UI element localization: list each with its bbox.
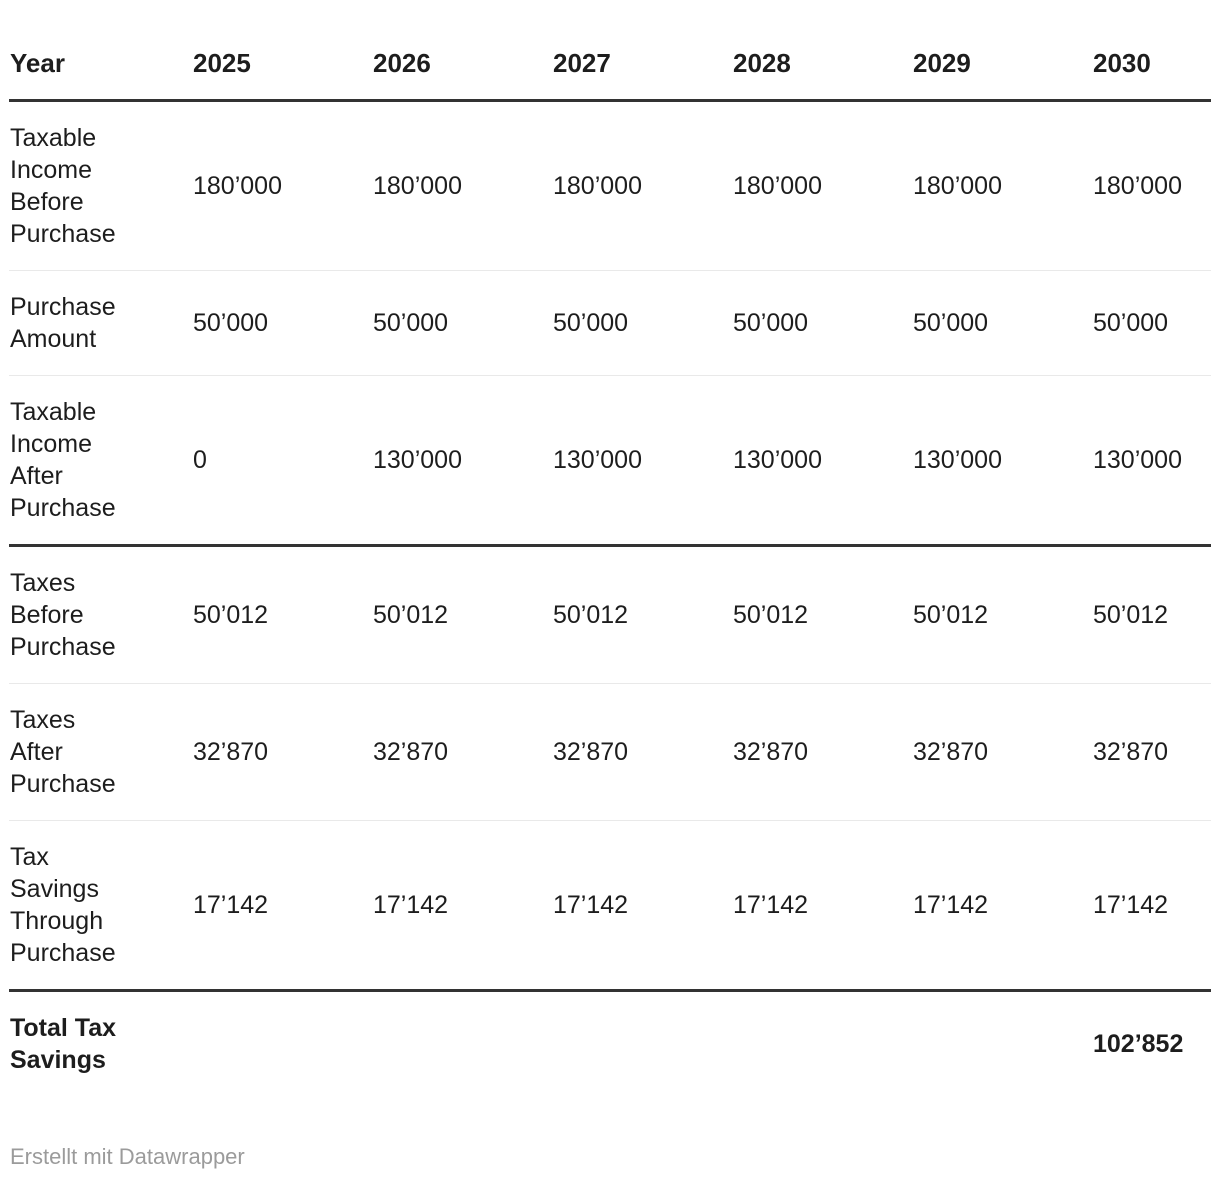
row-taxable-income-before-purchase: Taxable Income Before Purchase 180’000 1… [9,100,1211,271]
value-cell: 180’000 [913,100,1093,271]
value-cell: 17’142 [373,820,553,992]
value-cell: 50’000 [913,270,1093,376]
value-cell: 180’000 [733,100,913,271]
row-label-text: Taxes After Purchase [10,706,116,798]
value-cell: 50’012 [373,545,553,684]
row-label: Taxes Before Purchase [9,545,193,684]
value-cell: 17’142 [913,820,1093,992]
col-header-2026: 2026 [373,33,553,102]
value-cell: 50’012 [913,545,1093,684]
value-cell: 50’012 [553,545,733,684]
value-cell: 50’000 [1093,270,1211,376]
row-tax-savings-through-purchase: Tax Savings Through Purchase 17’142 17’1… [9,820,1211,992]
value-cell: 50’012 [193,545,373,684]
value-cell: 17’142 [193,820,373,992]
value-cell: 32’870 [553,683,733,821]
datawrapper-credit-link[interactable]: Erstellt mit Datawrapper [10,1144,245,1169]
row-label: Taxable Income After Purchase [9,375,193,547]
row-taxable-income-after-purchase: Taxable Income After Purchase 0 130’000 … [9,375,1211,547]
row-label: Taxes After Purchase [9,683,193,821]
total-row-label: Total Tax Savings [9,991,193,1097]
tax-savings-table: Year 2025 2026 2027 2028 2029 2030 Taxab… [9,33,1211,1096]
value-cell [913,991,1093,1097]
value-cell: 50’000 [553,270,733,376]
value-cell [193,991,373,1097]
value-cell [373,991,553,1097]
value-cell: 180’000 [553,100,733,271]
value-cell: 50’000 [193,270,373,376]
value-cell: 50’012 [1093,545,1211,684]
col-header-2027: 2027 [553,33,733,102]
row-label-text: Taxable Income After Purchase [10,398,116,522]
value-cell: 17’142 [1093,820,1211,992]
col-header-2030: 2030 [1093,33,1211,102]
total-value-cell: 102’852 [1093,1030,1184,1058]
value-cell: 50’000 [733,270,913,376]
row-purchase-amount: Purchase Amount 50’000 50’000 50’000 50’… [9,270,1211,376]
row-label-text: Tax Savings Through Purchase [10,843,116,967]
header-row: Year 2025 2026 2027 2028 2029 2030 [9,33,1211,102]
total-row-label-text: Total Tax Savings [10,1014,117,1074]
value-cell: 0 [193,375,373,547]
value-cell: 130’000 [1093,375,1211,547]
col-header-2029: 2029 [913,33,1093,102]
col-header-2025: 2025 [193,33,373,102]
value-cell: 32’870 [373,683,553,821]
row-taxes-after-purchase: Taxes After Purchase 32’870 32’870 32’87… [9,683,1211,821]
value-cell: 130’000 [733,375,913,547]
row-label-text: Purchase Amount [10,293,116,353]
value-cell: 17’142 [733,820,913,992]
row-label-text: Taxes Before Purchase [10,569,116,661]
value-cell: 130’000 [913,375,1093,547]
value-cell: 32’870 [1093,683,1211,821]
col-header-2028: 2028 [733,33,913,102]
value-cell: 50’000 [373,270,553,376]
row-label: Taxable Income Before Purchase [9,100,193,271]
value-cell [553,991,733,1097]
value-cell: 50’012 [733,545,913,684]
value-cell [733,991,913,1097]
value-cell: 180’000 [193,100,373,271]
row-label: Purchase Amount [9,270,193,376]
value-cell: 32’870 [913,683,1093,821]
value-cell: 180’000 [373,100,553,271]
value-cell: 32’870 [733,683,913,821]
value-cell: 32’870 [193,683,373,821]
row-label-text: Taxable Income Before Purchase [10,124,116,248]
col-header-year: Year [9,33,193,102]
value-cell: 130’000 [553,375,733,547]
row-total-tax-savings: Total Tax Savings 102’852 [9,991,1211,1097]
value-cell: 180’000 [1093,100,1211,271]
row-label: Tax Savings Through Purchase [9,820,193,992]
value-cell: 17’142 [553,820,733,992]
row-taxes-before-purchase: Taxes Before Purchase 50’012 50’012 50’0… [9,545,1211,684]
value-cell: 130’000 [373,375,553,547]
